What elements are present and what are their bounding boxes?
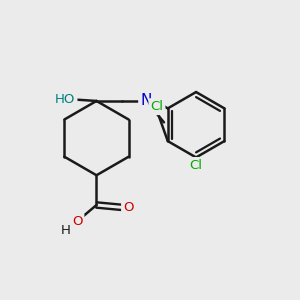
Text: O: O: [123, 201, 134, 214]
Text: H: H: [61, 224, 71, 237]
Text: Cl: Cl: [150, 100, 164, 113]
Text: HO: HO: [55, 93, 76, 106]
Text: N: N: [140, 94, 152, 109]
Text: O: O: [72, 215, 83, 228]
Text: Cl: Cl: [190, 159, 202, 172]
